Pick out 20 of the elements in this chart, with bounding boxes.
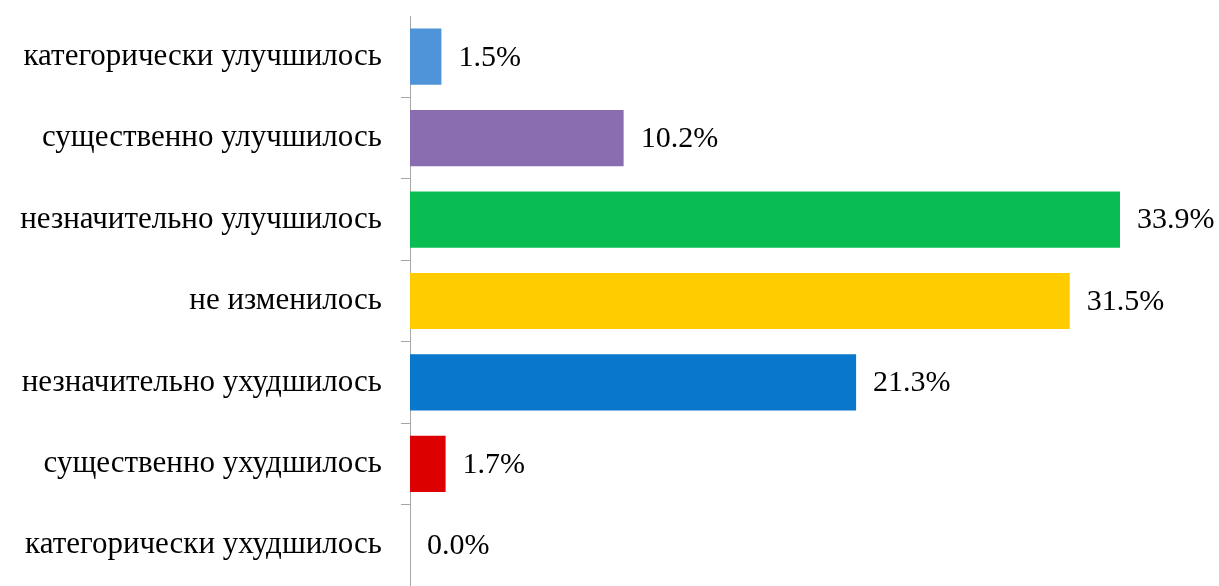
bar: [410, 191, 1120, 248]
data-label: 10.2%: [640, 120, 719, 154]
y-tick-label: категорически ухудшилось: [25, 525, 382, 561]
data-label: 1.7%: [462, 445, 526, 479]
bar: [410, 28, 442, 85]
y-tick-label: категорически улучшилось: [23, 36, 382, 72]
y-tick-label: существенно улучшилось: [41, 118, 382, 154]
data-label: 33.9%: [1137, 201, 1215, 235]
data-label: 31.5%: [1086, 282, 1165, 316]
data-label: 21.3%: [873, 364, 951, 398]
data-label: 1.5%: [458, 38, 521, 72]
data-label: 0.0%: [427, 527, 490, 561]
bar: [410, 435, 446, 492]
y-tick-label: незначительно улучшилось: [20, 199, 382, 235]
bar: [410, 354, 857, 411]
y-tick-label: незначительно ухудшилось: [21, 362, 382, 398]
y-tick-label: не изменилось: [189, 281, 382, 317]
bar: [410, 110, 624, 167]
y-tick-label: существенно ухудшилось: [43, 444, 382, 479]
bar: [410, 272, 1070, 330]
